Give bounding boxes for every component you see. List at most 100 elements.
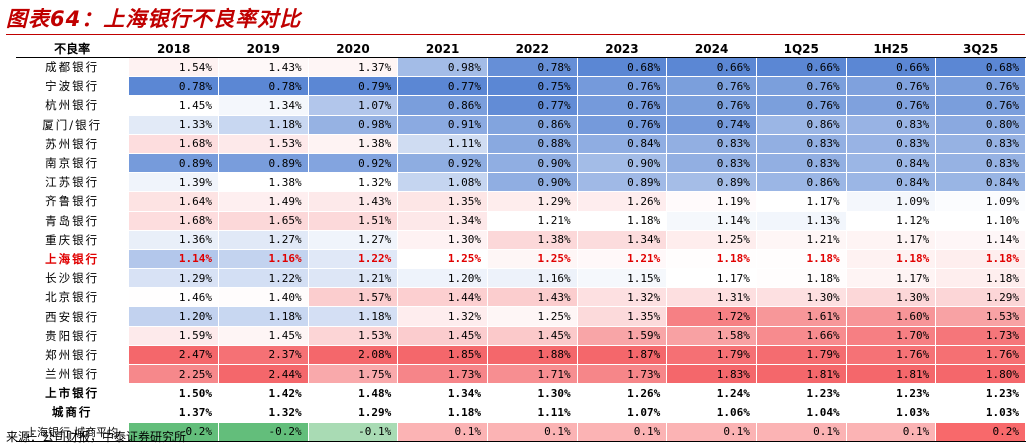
table-row: 江苏银行 1.39% 1.38% 1.32% 1.08% 0.90% 0.89% 0.89% 0… bbox=[16, 172, 1026, 193]
table-row: 上市银行 1.50% 1.42% 1.48% 1.34% 1.30% 1.26% 1.24% 1… bbox=[16, 383, 1026, 404]
value-cell: 1.64% bbox=[128, 191, 219, 212]
value-cell: 0.1% bbox=[577, 422, 668, 442]
value-cell: 0.1% bbox=[846, 422, 937, 442]
value-cell: 1.27% bbox=[308, 230, 399, 250]
value-cell: 1.18% bbox=[666, 249, 757, 270]
value-cell: 1.18% bbox=[397, 402, 488, 423]
row-label: 江苏银行 bbox=[16, 172, 130, 193]
value-cell: 1.10% bbox=[935, 211, 1026, 231]
value-cell: 1.30% bbox=[397, 230, 488, 250]
column-header: 2021 bbox=[397, 40, 488, 58]
value-cell: 1.08% bbox=[397, 172, 488, 193]
value-cell: 1.21% bbox=[577, 249, 668, 270]
value-cell: 1.20% bbox=[128, 306, 219, 327]
value-cell: 2.47% bbox=[128, 345, 219, 366]
value-cell: 0.77% bbox=[487, 95, 578, 116]
table-row: 长沙银行 1.29% 1.22% 1.21% 1.20% 1.16% 1.15% 1.17% 1… bbox=[16, 268, 1026, 289]
value-cell: 0.83% bbox=[666, 153, 757, 174]
value-cell: 0.83% bbox=[846, 134, 937, 154]
value-cell: 1.30% bbox=[487, 383, 578, 404]
value-cell: 1.43% bbox=[308, 191, 399, 212]
value-cell: 1.21% bbox=[756, 230, 847, 250]
table-row: 北京银行 1.46% 1.40% 1.57% 1.44% 1.43% 1.32% 1.31% 1… bbox=[16, 287, 1026, 308]
value-cell: 0.83% bbox=[756, 153, 847, 174]
row-label: 宁波银行 bbox=[16, 76, 130, 97]
value-cell: 1.07% bbox=[577, 402, 668, 423]
value-cell: 0.68% bbox=[577, 57, 668, 78]
row-label: 厦门/银行 bbox=[16, 115, 130, 135]
row-label: 北京银行 bbox=[16, 287, 130, 308]
value-cell: 0.83% bbox=[935, 153, 1026, 174]
value-cell: 1.22% bbox=[308, 249, 399, 270]
value-cell: 1.43% bbox=[487, 287, 578, 308]
value-cell: 1.26% bbox=[577, 383, 668, 404]
value-cell: 1.17% bbox=[846, 268, 937, 289]
value-cell: 0.66% bbox=[756, 57, 847, 78]
value-cell: 0.86% bbox=[487, 115, 578, 135]
table-row: 兰州银行 2.25% 2.44% 1.75% 1.73% 1.71% 1.73% 1.83% 1… bbox=[16, 364, 1026, 385]
value-cell: 1.68% bbox=[128, 211, 219, 231]
row-label: 贵阳银行 bbox=[16, 326, 130, 346]
value-cell: 1.88% bbox=[487, 345, 578, 366]
column-header: 2020 bbox=[308, 40, 399, 58]
value-cell: 0.86% bbox=[756, 172, 847, 193]
value-cell: 1.35% bbox=[577, 306, 668, 327]
value-cell: 1.14% bbox=[666, 211, 757, 231]
value-cell: 1.07% bbox=[308, 95, 399, 116]
value-cell: 1.39% bbox=[128, 172, 219, 193]
value-cell: 1.79% bbox=[756, 345, 847, 366]
value-cell: 0.76% bbox=[666, 95, 757, 116]
value-cell: 2.25% bbox=[128, 364, 219, 385]
value-cell: 1.26% bbox=[577, 191, 668, 212]
value-cell: 1.29% bbox=[308, 402, 399, 423]
value-cell: 1.53% bbox=[218, 134, 309, 154]
value-cell: 0.90% bbox=[487, 172, 578, 193]
npl-ratio-table: 不良率 2018 2019 2020 2021 2022 2023 2024 1Q25 1H25… bbox=[16, 40, 1026, 442]
value-cell: 1.15% bbox=[577, 268, 668, 289]
column-header: 2022 bbox=[487, 40, 578, 58]
row-label: 西安银行 bbox=[16, 306, 130, 327]
value-cell: 1.33% bbox=[128, 115, 219, 135]
table-row: 宁波银行 0.78% 0.78% 0.79% 0.77% 0.75% 0.76% 0.76% 0… bbox=[16, 76, 1026, 97]
value-cell: 1.17% bbox=[666, 268, 757, 289]
row-label: 上市银行 bbox=[16, 383, 130, 404]
value-cell: 1.35% bbox=[397, 191, 488, 212]
value-cell: 1.45% bbox=[128, 95, 219, 116]
value-cell: 0.66% bbox=[846, 57, 937, 78]
value-cell: 1.29% bbox=[487, 191, 578, 212]
row-label: 苏州银行 bbox=[16, 134, 130, 154]
value-cell: 1.29% bbox=[935, 287, 1026, 308]
row-label: 长沙银行 bbox=[16, 268, 130, 289]
value-cell: 1.80% bbox=[935, 364, 1026, 385]
table-row: 上海银行 1.14% 1.16% 1.22% 1.25% 1.25% 1.21% 1.18% 1… bbox=[16, 249, 1026, 270]
table-header-row: 不良率 2018 2019 2020 2021 2022 2023 2024 1Q25 1H25… bbox=[16, 40, 1026, 58]
value-cell: 1.23% bbox=[846, 383, 937, 404]
column-header: 2019 bbox=[218, 40, 309, 58]
value-cell: 1.49% bbox=[218, 191, 309, 212]
value-cell: 0.76% bbox=[935, 76, 1026, 97]
value-cell: 1.21% bbox=[487, 211, 578, 231]
value-cell: 0.78% bbox=[218, 76, 309, 97]
value-cell: 1.12% bbox=[846, 211, 937, 231]
value-cell: 0.84% bbox=[935, 172, 1026, 193]
table-row: 齐鲁银行 1.64% 1.49% 1.43% 1.35% 1.29% 1.26% 1.19% 1… bbox=[16, 191, 1026, 212]
value-cell: 1.40% bbox=[218, 287, 309, 308]
value-cell: 1.87% bbox=[577, 345, 668, 366]
value-cell: 1.75% bbox=[308, 364, 399, 385]
row-label: 上海银行-城商平均 bbox=[16, 422, 130, 442]
column-header: 2024 bbox=[666, 40, 757, 58]
value-cell: 1.16% bbox=[218, 249, 309, 270]
value-cell: 1.43% bbox=[218, 57, 309, 78]
value-cell: -0.2% bbox=[128, 422, 219, 442]
row-label: 南京银行 bbox=[16, 153, 130, 174]
table-row: 成都银行 1.54% 1.43% 1.37% 0.98% 0.78% 0.68% 0.66% 0… bbox=[16, 57, 1026, 78]
value-cell: 0.92% bbox=[308, 153, 399, 174]
value-cell: 0.84% bbox=[577, 134, 668, 154]
value-cell: 1.11% bbox=[487, 402, 578, 423]
value-cell: -0.2% bbox=[218, 422, 309, 442]
table-row: 青岛银行 1.68% 1.65% 1.51% 1.34% 1.21% 1.18% 1.14% 1… bbox=[16, 211, 1026, 231]
row-label: 齐鲁银行 bbox=[16, 191, 130, 212]
table-row: 贵阳银行 1.59% 1.45% 1.53% 1.45% 1.45% 1.59% 1.58% 1… bbox=[16, 326, 1026, 346]
value-cell: 1.53% bbox=[308, 326, 399, 346]
value-cell: 1.13% bbox=[756, 211, 847, 231]
